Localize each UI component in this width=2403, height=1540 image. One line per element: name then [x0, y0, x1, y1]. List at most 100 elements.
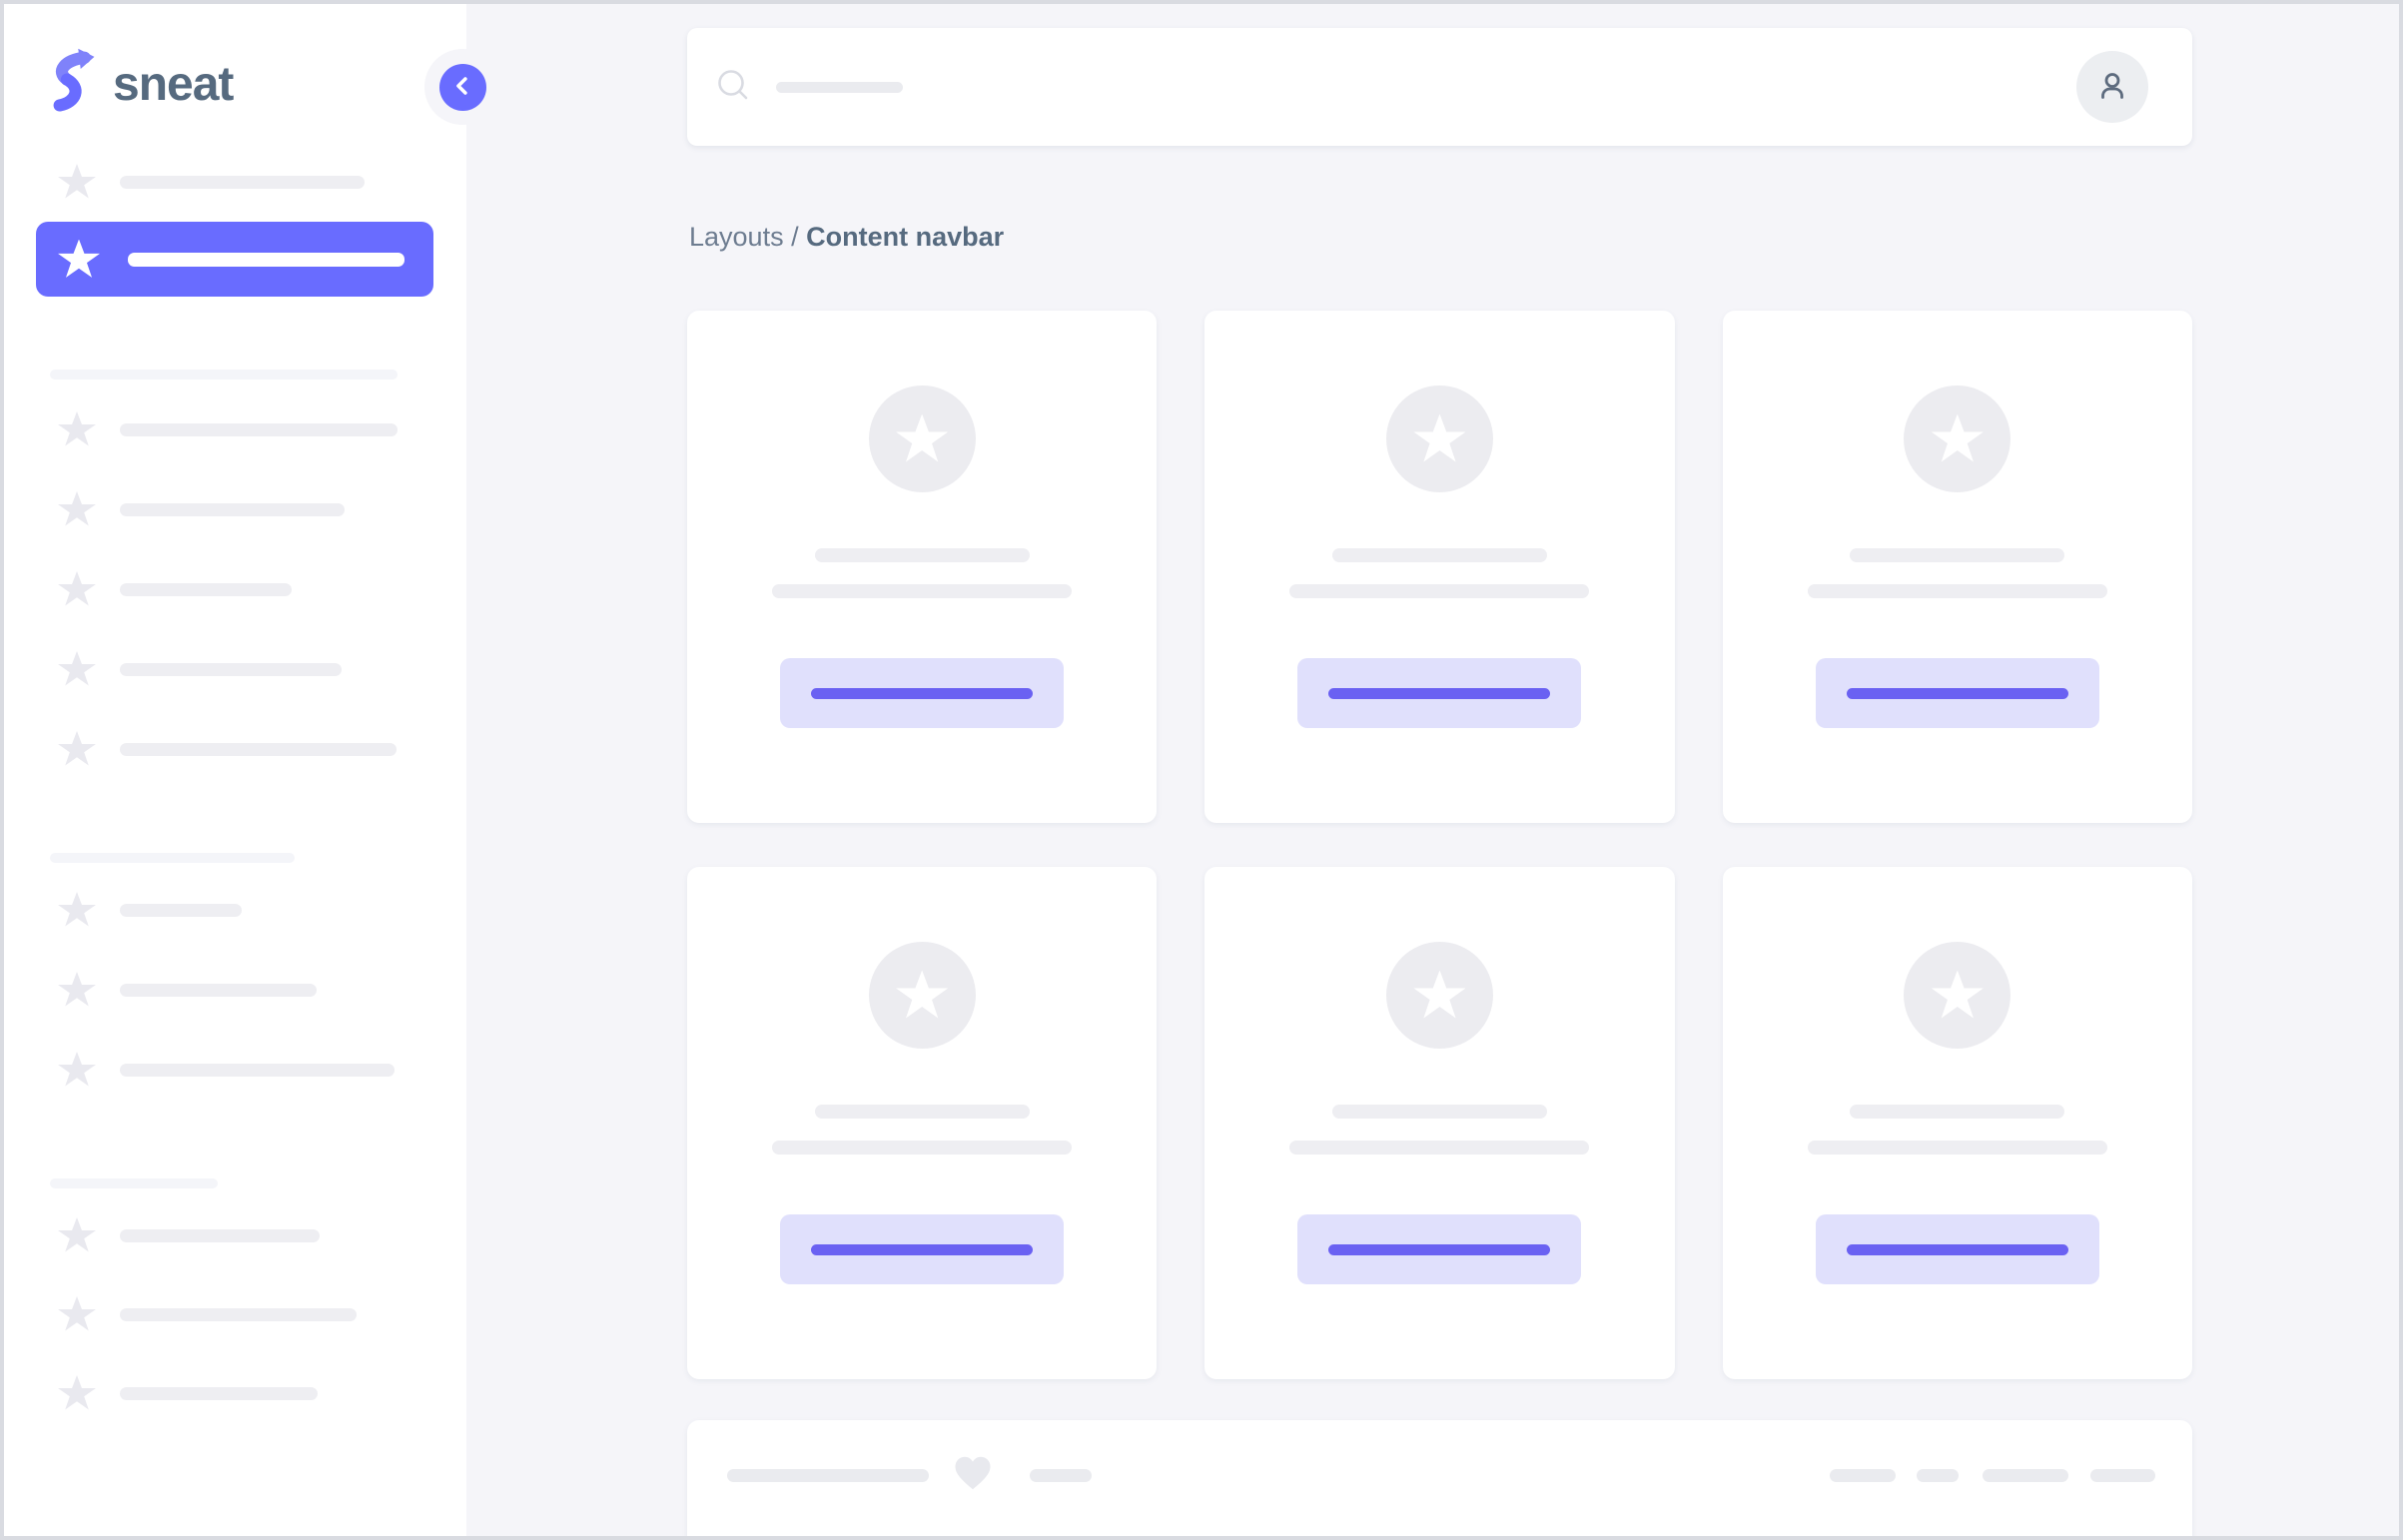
star-icon — [1413, 970, 1466, 1019]
sidebar-section-divider — [50, 370, 398, 380]
placeholder-card — [1722, 867, 2192, 1379]
star-icon — [58, 892, 96, 927]
card-action-button[interactable] — [1815, 658, 2099, 728]
card-action-button[interactable] — [1815, 1214, 2099, 1284]
star-icon — [58, 411, 96, 446]
sidebar-item[interactable] — [58, 892, 242, 928]
sidebar-item-label-placeholder — [120, 983, 317, 997]
sidebar-item-label-placeholder — [120, 1228, 320, 1242]
sidebar-item-label-placeholder — [120, 662, 342, 676]
user-menu-button[interactable] — [2076, 51, 2148, 123]
sidebar-item[interactable] — [58, 164, 365, 200]
star-icon — [1931, 413, 1984, 462]
app-title: sneat — [113, 57, 234, 111]
star-icon — [58, 164, 96, 199]
main-content: Layouts / Content navbar — [466, 4, 2399, 1536]
placeholder-card — [687, 867, 1158, 1379]
card-avatar — [1385, 385, 1493, 492]
card-title-placeholder — [814, 548, 1030, 562]
sidebar-collapse-halo — [424, 49, 500, 125]
button-label-placeholder — [1846, 687, 2068, 699]
star-icon — [1413, 413, 1466, 462]
text-placeholder — [2090, 1468, 2155, 1482]
text-placeholder — [727, 1468, 929, 1482]
card-title-placeholder — [814, 1105, 1030, 1119]
sidebar-item-label-placeholder — [120, 582, 292, 596]
text-placeholder — [1030, 1468, 1092, 1482]
bottom-card — [687, 1420, 2192, 1536]
card-text-placeholder — [772, 584, 1073, 598]
star-icon — [58, 491, 96, 526]
breadcrumb-section[interactable]: Layouts — [689, 222, 784, 252]
text-placeholder — [1917, 1468, 1959, 1482]
card-avatar — [868, 942, 976, 1049]
card-text-placeholder — [1289, 1141, 1590, 1155]
search-icon — [716, 68, 750, 107]
star-icon — [896, 970, 949, 1019]
placeholder-card — [687, 311, 1158, 823]
card-text-placeholder — [1807, 1141, 2107, 1155]
star-icon — [58, 1296, 96, 1331]
card-action-button[interactable] — [1297, 658, 1582, 728]
button-label-placeholder — [1846, 1243, 2068, 1255]
button-label-placeholder — [811, 687, 1034, 699]
sidebar-item[interactable] — [58, 651, 342, 687]
search-placeholder-bar — [776, 81, 903, 93]
sidebar-item[interactable] — [58, 972, 317, 1008]
sidebar-item-label-placeholder — [120, 903, 242, 917]
text-placeholder — [1830, 1468, 1896, 1482]
search-input[interactable] — [716, 68, 2076, 107]
star-icon — [58, 1052, 96, 1087]
button-label-placeholder — [811, 1243, 1034, 1255]
sidebar-item[interactable] — [58, 1217, 320, 1253]
sidebar-item-active[interactable] — [36, 222, 433, 297]
card-title-placeholder — [1331, 548, 1547, 562]
sidebar-item[interactable] — [58, 571, 292, 607]
card-text-placeholder — [1807, 584, 2107, 598]
sidebar-item-label-placeholder — [120, 1307, 357, 1321]
placeholder-card — [1204, 311, 1675, 823]
card-avatar — [868, 385, 976, 492]
star-icon — [58, 1217, 96, 1252]
star-icon — [58, 239, 100, 278]
heart-icon — [953, 1454, 993, 1497]
card-title-placeholder — [1331, 1105, 1547, 1119]
sidebar-collapse-button[interactable] — [438, 63, 486, 111]
bottom-card-left-group — [727, 1454, 1092, 1497]
sidebar-item[interactable] — [58, 1296, 357, 1332]
breadcrumb-separator: / — [783, 222, 807, 252]
text-placeholder — [1983, 1468, 2068, 1482]
brand[interactable]: sneat — [46, 44, 234, 124]
sidebar: sneat — [4, 4, 500, 1536]
star-icon — [58, 651, 96, 686]
sidebar-item[interactable] — [58, 731, 397, 767]
sidebar-item-label-placeholder — [120, 175, 365, 189]
button-label-placeholder — [1328, 687, 1551, 699]
card-title-placeholder — [1850, 548, 2065, 562]
card-text-placeholder — [1289, 584, 1590, 598]
chevron-left-icon — [448, 72, 476, 103]
card-action-button[interactable] — [1297, 1214, 1582, 1284]
sidebar-section-divider — [50, 853, 295, 863]
sidebar-item[interactable] — [58, 411, 398, 447]
sidebar-item-label-placeholder — [120, 742, 397, 756]
star-icon — [1931, 970, 1984, 1019]
placeholder-card — [1204, 867, 1675, 1379]
star-icon — [58, 1375, 96, 1410]
content-navbar — [687, 28, 2192, 146]
card-title-placeholder — [1850, 1105, 2065, 1119]
sidebar-item[interactable] — [58, 1375, 318, 1411]
sidebar-item-label-placeholder — [128, 252, 404, 267]
sidebar-section-divider — [50, 1178, 218, 1188]
card-action-button[interactable] — [780, 1214, 1065, 1284]
sidebar-item[interactable] — [58, 1052, 395, 1088]
cards-grid — [687, 311, 2192, 1379]
star-icon — [896, 413, 949, 462]
sneat-logo-icon — [46, 48, 96, 121]
sidebar-item[interactable] — [58, 491, 345, 527]
sidebar-item-label-placeholder — [120, 1063, 395, 1077]
bottom-card-right-group — [1830, 1468, 2155, 1482]
sidebar-item-label-placeholder — [120, 422, 398, 436]
card-action-button[interactable] — [780, 658, 1065, 728]
